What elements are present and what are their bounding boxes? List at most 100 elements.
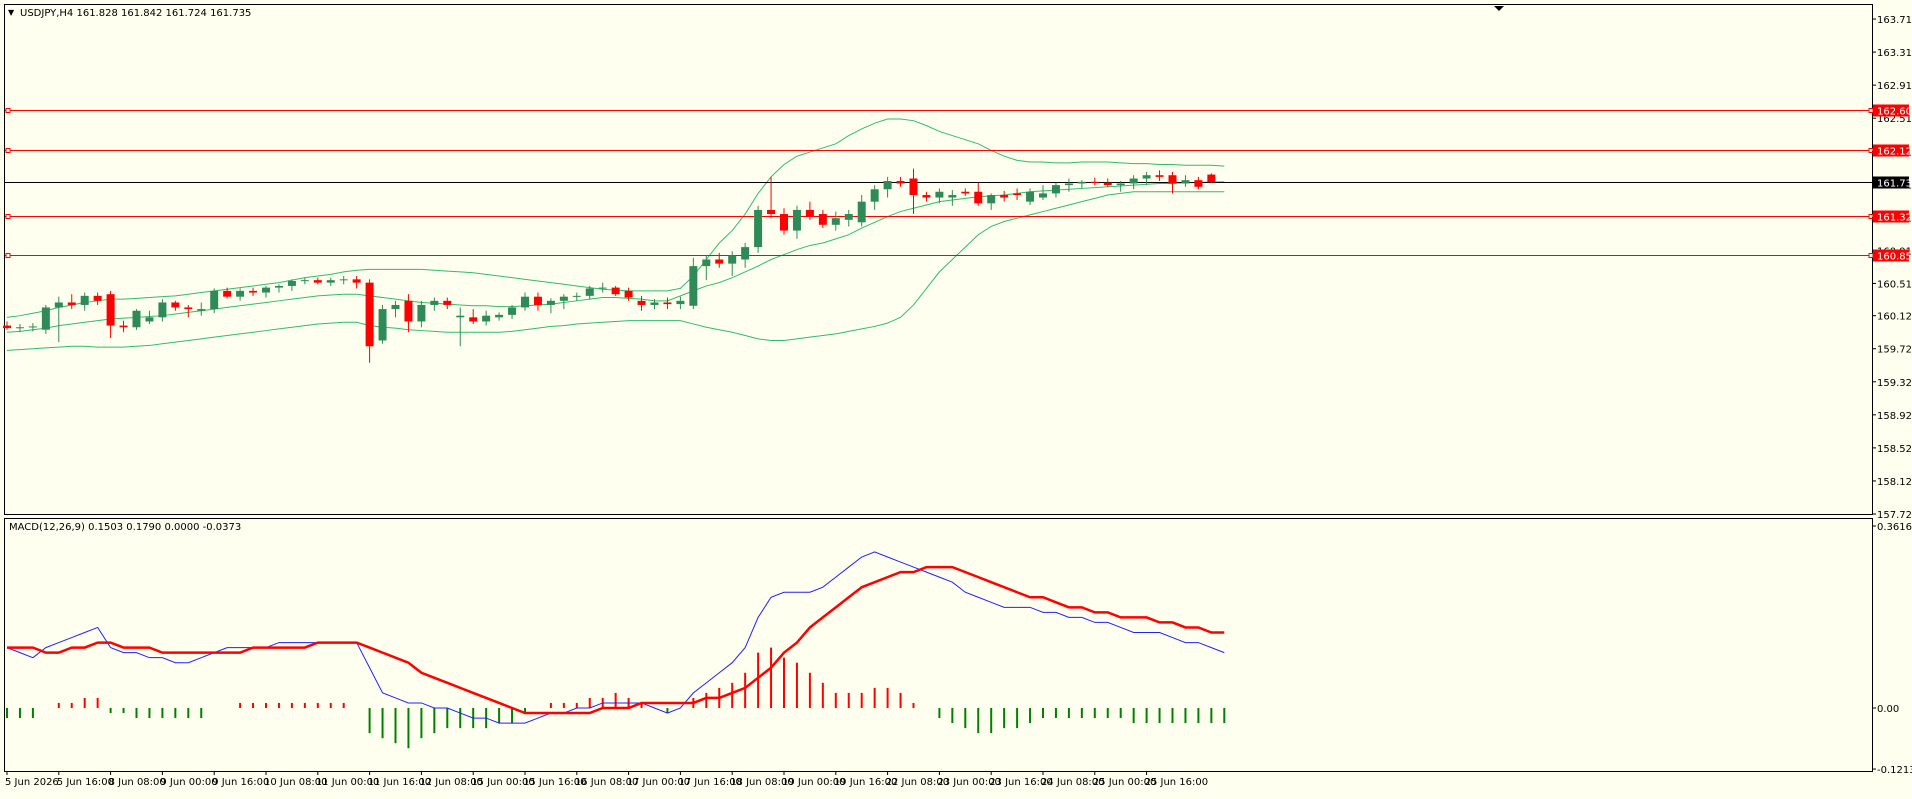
candle-bullish <box>935 191 944 198</box>
candle-bullish <box>987 195 996 204</box>
candle-bearish <box>365 282 374 347</box>
price-tag-label: 161.735 <box>1877 179 1912 190</box>
macd-axis-label: 0.00 <box>1877 704 1899 715</box>
candle-bearish <box>1168 175 1177 184</box>
price-level-handle[interactable] <box>5 214 11 219</box>
macd-signal-line <box>7 565 1225 715</box>
price-pane-frame <box>4 4 1873 515</box>
candle-bearish <box>1103 182 1112 186</box>
candle-bullish <box>1129 178 1138 184</box>
candle-bearish <box>1013 193 1022 196</box>
time-axis-label: 23 Jun 16:00 <box>989 777 1053 788</box>
price-level-handle[interactable] <box>5 253 11 258</box>
candle-bearish <box>469 317 478 322</box>
time-axis-label: 18 Jun 08:00 <box>730 777 794 788</box>
candle-bearish <box>171 302 180 308</box>
candle-bullish <box>831 218 840 225</box>
candle-bullish <box>210 290 219 310</box>
time-axis-label: 17 Jun 00:00 <box>627 777 691 788</box>
candle-bearish <box>896 181 905 184</box>
candle-bearish <box>119 325 128 328</box>
macd-axis-label: 0.3616 <box>1877 522 1912 533</box>
candle-bearish <box>624 290 633 298</box>
time-axis-label: 8 Jun 08:00 <box>109 777 166 788</box>
candle-bullish <box>741 247 750 260</box>
candle-bullish <box>417 304 426 322</box>
candle-bearish <box>909 178 918 196</box>
time-axis-label: 9 Jun 16:00 <box>212 777 269 788</box>
candle-bullish <box>430 300 439 305</box>
time-axis-label: 11 Jun 00:00 <box>316 777 380 788</box>
band-middle-line <box>6 181 1225 333</box>
candle-bullish <box>857 201 866 223</box>
candle-bearish <box>352 279 361 283</box>
candle-bearish <box>961 191 970 194</box>
price-level-handle[interactable] <box>1868 108 1874 113</box>
price-level-handle[interactable] <box>5 108 11 113</box>
candle-bullish <box>15 327 24 329</box>
candle-bullish <box>546 300 555 305</box>
candle-bullish <box>132 310 141 328</box>
candle-bullish <box>300 280 309 282</box>
dropdown-icon[interactable]: ▼ <box>8 8 15 17</box>
price-axis-label: 158.520 <box>1877 444 1912 455</box>
time-axis-label: 24 Jun 08:00 <box>1041 777 1105 788</box>
candle-bearish <box>223 290 232 297</box>
candle-bullish <box>572 295 581 297</box>
candle-bullish <box>495 314 504 318</box>
candle-bullish <box>1051 185 1060 194</box>
time-axis-label: 16 Jun 08:00 <box>575 777 639 788</box>
candle-bullish <box>844 214 853 220</box>
candle-bearish <box>3 325 11 329</box>
macd-pane-frame <box>4 518 1873 772</box>
candle-bearish <box>974 191 983 204</box>
candle-bullish <box>262 287 270 293</box>
time-axis-label: 5 Jun 16:00 <box>57 777 114 788</box>
candle-bullish <box>80 295 89 305</box>
candle-bullish <box>508 307 517 315</box>
price-tag-label: 162.123 <box>1877 147 1912 158</box>
candle-bullish <box>339 279 348 281</box>
price-level-handle[interactable] <box>5 148 11 153</box>
price-axis-label: 159.720 <box>1877 345 1912 356</box>
candle-bullish <box>326 280 335 283</box>
macd-axis-label: -0.1213 <box>1877 765 1912 776</box>
candle-bearish <box>184 307 193 310</box>
candle-bullish <box>28 326 37 328</box>
candle-bearish <box>533 296 542 305</box>
price-axis[interactable]: 163.710163.310162.910162.510162.110161.7… <box>1872 15 1912 521</box>
time-axis-label: 15 Jun 00:00 <box>471 777 535 788</box>
candle-bearish <box>1090 181 1099 183</box>
time-axis-label: 12 Jun 08:00 <box>419 777 483 788</box>
candle-bullish <box>870 189 879 202</box>
price-tag <box>1873 249 1909 262</box>
candle-bullish <box>482 315 491 322</box>
macd-indicator <box>6 551 1226 749</box>
candle-bullish <box>598 287 607 289</box>
chart-shift-marker-icon[interactable] <box>1494 6 1504 11</box>
price-axis-label: 157.720 <box>1877 510 1912 521</box>
candle-bearish <box>780 214 788 231</box>
macd-info-label: MACD(12,26,9) 0.1503 0.1790 0.0000 -0.03… <box>9 522 241 533</box>
candle-bullish <box>274 285 283 288</box>
time-axis-label: 25 Jun 16:00 <box>1145 777 1209 788</box>
candle-bullish <box>158 302 167 318</box>
time-axis-label: 23 Jun 00:00 <box>937 777 1001 788</box>
macd-axis: 0.3616 0.00 -0.1213 <box>1872 522 1912 776</box>
price-levels[interactable] <box>5 108 1874 258</box>
price-axis-label: 160.120 <box>1877 312 1912 323</box>
candle-bearish <box>663 302 672 305</box>
price-tag <box>1873 144 1909 157</box>
candle-bullish <box>287 280 296 286</box>
price-level-handle[interactable] <box>1868 253 1874 258</box>
candle-bullish <box>1039 193 1047 198</box>
price-level-handle[interactable] <box>1868 148 1874 153</box>
candle-bearish <box>106 294 115 326</box>
candle-bullish <box>1116 183 1125 186</box>
price-axis-label: 163.710 <box>1877 15 1912 26</box>
price-level-handle[interactable] <box>1868 214 1874 219</box>
